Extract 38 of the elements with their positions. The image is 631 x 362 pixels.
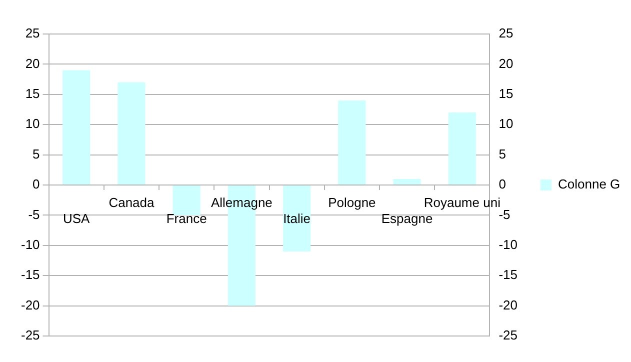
bar: [393, 178, 421, 184]
y2-tick-label: -5: [498, 206, 510, 222]
y2-tick-label: 5: [498, 146, 506, 162]
y-tick-label: 0: [32, 176, 40, 192]
y-tick-label: 10: [25, 116, 40, 132]
y2-tick-label: 10: [498, 116, 514, 132]
y2-tick-label: 25: [498, 26, 514, 41]
x-tick-label: Royaume uni: [424, 195, 501, 210]
legend-label: Colonne G: [558, 176, 620, 192]
y-tick-label: -10: [20, 236, 40, 252]
y2-tick-label: -20: [498, 297, 518, 312]
y-tick-label: 25: [25, 26, 40, 41]
y-tick-label: 15: [25, 86, 40, 101]
y-tick-label: -5: [28, 206, 40, 222]
y2-tick-label: 20: [498, 56, 514, 71]
x-tick-label: France: [166, 211, 207, 226]
bar: [283, 186, 311, 252]
bar: [338, 100, 366, 184]
y-tick-label: 5: [32, 146, 40, 162]
y2-tick-label: 15: [498, 86, 514, 101]
x-tick-label: Espagne: [381, 211, 433, 226]
y2-tick-label: -15: [498, 267, 518, 282]
x-tick-label: Italie: [283, 211, 311, 226]
y-tick-label: -15: [20, 267, 40, 282]
bar: [118, 82, 146, 184]
y-tick-label: -25: [20, 328, 40, 343]
x-tick-label: USA: [62, 211, 90, 226]
y-tick-label: -20: [20, 297, 40, 312]
x-tick-label: Allemagne: [210, 195, 272, 210]
bar: [448, 112, 476, 184]
x-tick-label: Pologne: [328, 195, 376, 210]
bar: [62, 70, 90, 184]
bar: [172, 186, 200, 216]
y2-tick-label: -25: [498, 328, 518, 343]
y-tick-label: 20: [25, 56, 40, 71]
y2-tick-label: -10: [498, 236, 518, 252]
x-tick-label: Canada: [108, 195, 155, 210]
y2-tick-label: 0: [498, 176, 506, 192]
